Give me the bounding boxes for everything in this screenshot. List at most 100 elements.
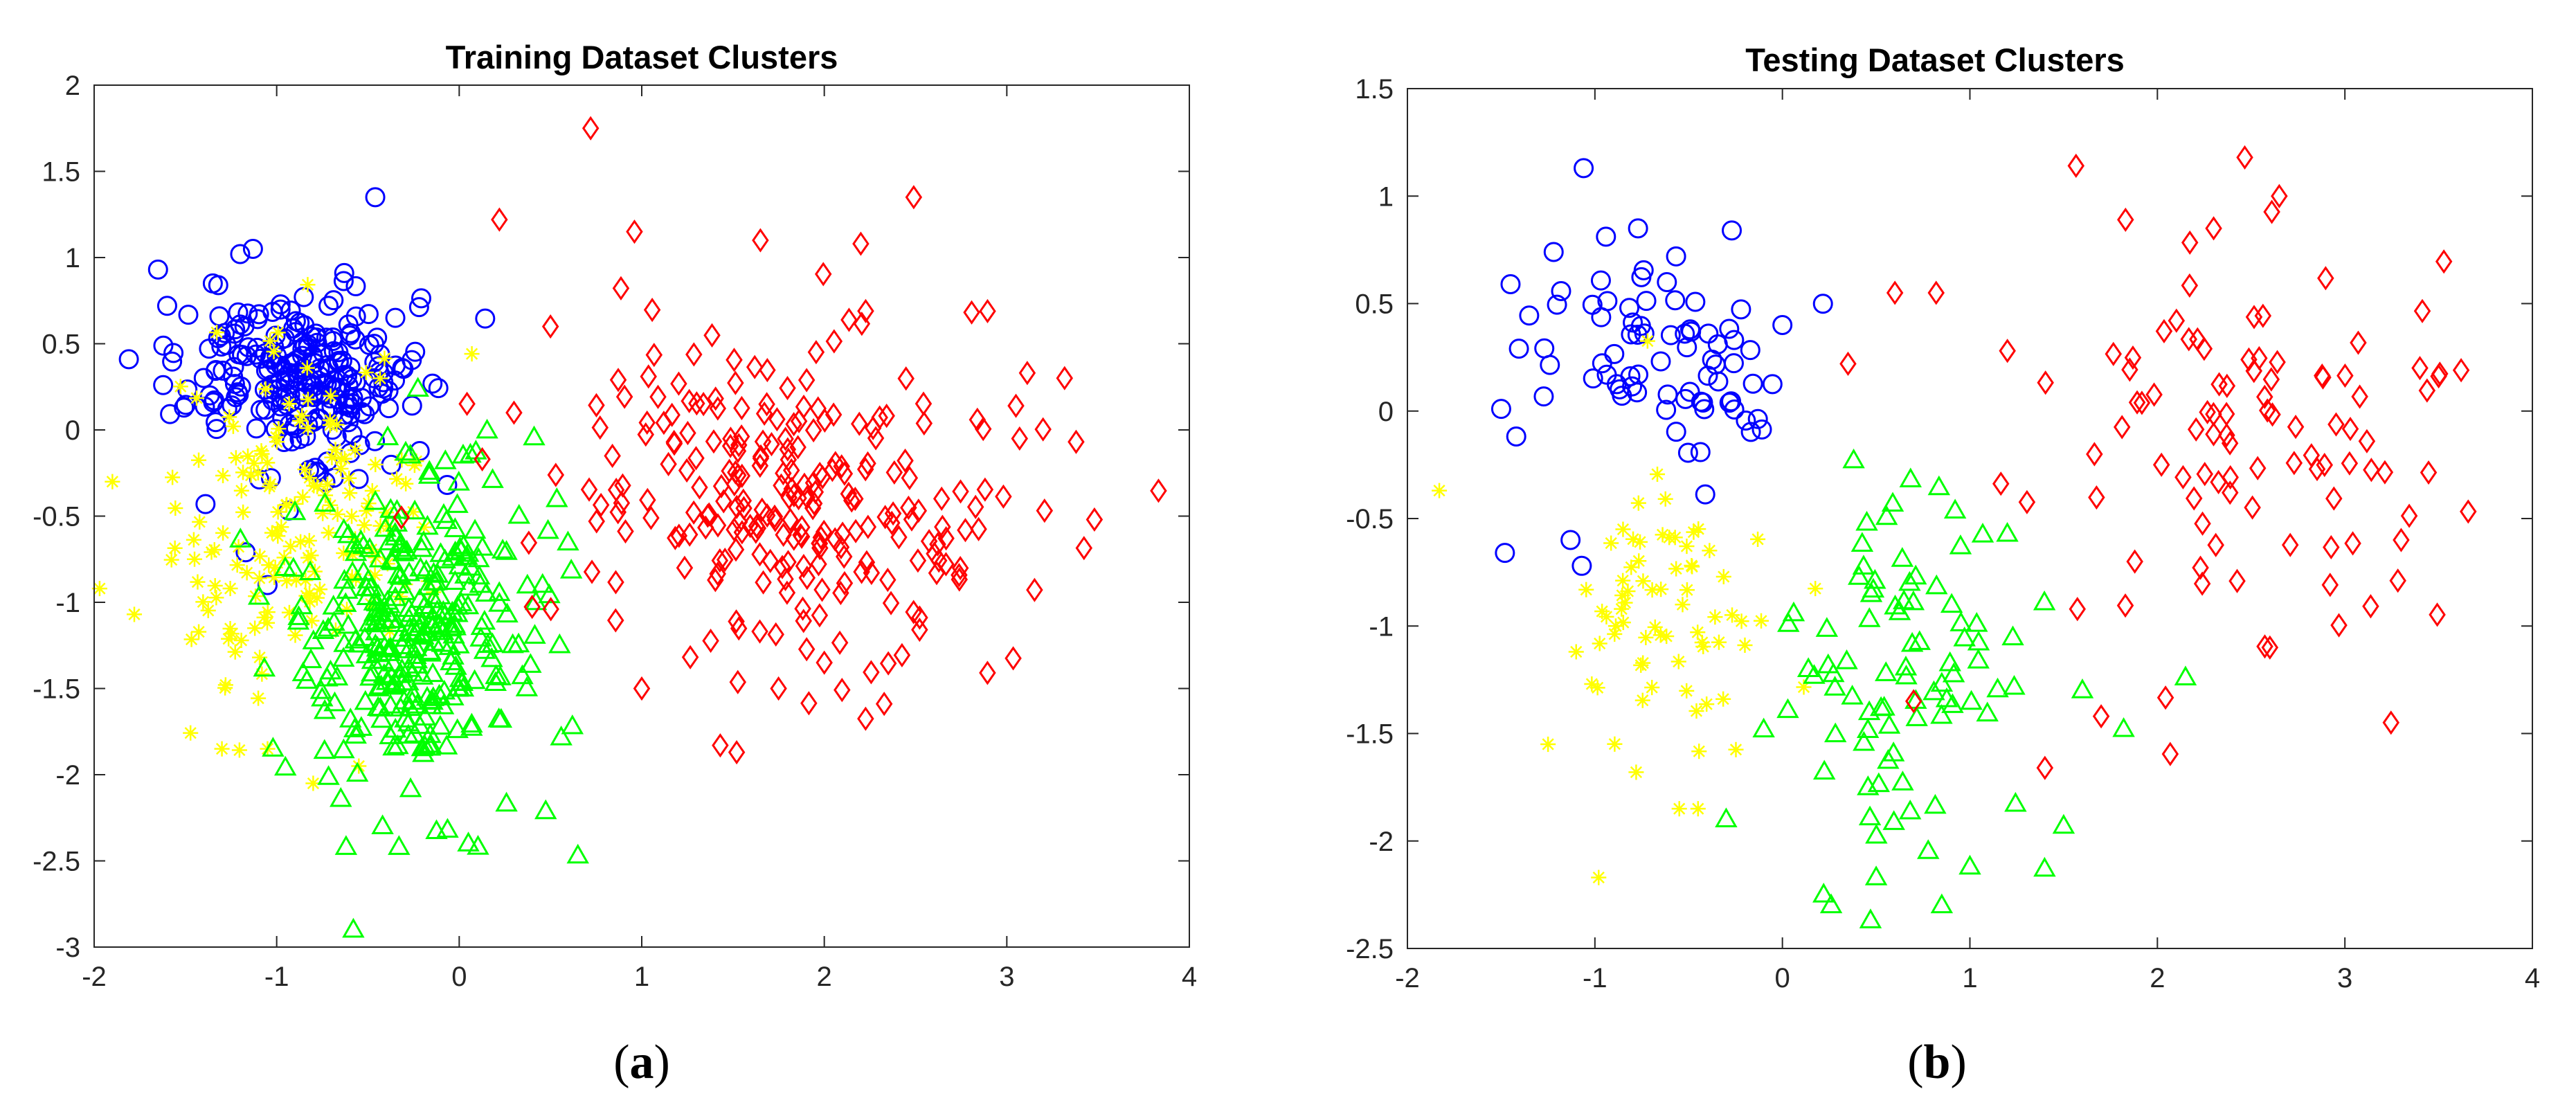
data-point	[2036, 755, 2054, 780]
data-point	[258, 381, 273, 397]
data-point	[2001, 625, 2024, 646]
data-point	[229, 528, 252, 548]
data-point	[1623, 559, 1639, 575]
data-point	[496, 602, 519, 623]
data-point	[707, 568, 724, 593]
data-point	[447, 471, 470, 491]
data-point	[815, 262, 832, 287]
data-point	[1736, 411, 1756, 431]
data-point	[752, 446, 770, 471]
data-point	[1612, 386, 1632, 406]
series-a-3	[229, 377, 589, 938]
data-point	[649, 384, 667, 409]
data-point	[372, 370, 388, 386]
data-point	[366, 591, 389, 612]
data-point	[332, 518, 355, 539]
data-point	[2052, 813, 2075, 834]
data-point	[1858, 607, 1881, 627]
data-point	[246, 456, 262, 471]
data-point	[809, 396, 827, 421]
data-point	[827, 451, 845, 476]
data-point	[301, 532, 317, 549]
data-point	[952, 479, 969, 504]
data-point	[853, 559, 870, 584]
data-point	[475, 308, 496, 329]
data-point	[773, 555, 791, 579]
data-point	[1898, 570, 1921, 591]
data-point	[433, 679, 456, 700]
x-tick-label: 1	[1962, 963, 1977, 993]
data-point	[269, 523, 285, 539]
data-point	[2411, 356, 2429, 381]
data-point	[2430, 363, 2447, 389]
data-point	[2321, 573, 2339, 597]
data-point	[382, 735, 405, 756]
data-point	[354, 690, 377, 710]
data-point	[883, 510, 901, 535]
data-point	[812, 525, 830, 550]
data-point	[2114, 415, 2131, 440]
y-tick-label: -2	[1369, 827, 1394, 857]
data-point	[2393, 528, 2410, 552]
data-point	[422, 588, 445, 609]
data-point	[1711, 634, 1727, 650]
data-point	[1614, 587, 1630, 604]
panel-letter-a: a	[630, 1036, 654, 1089]
data-point	[381, 550, 404, 570]
data-point	[2263, 199, 2280, 224]
data-point	[2156, 685, 2174, 710]
data-point	[200, 602, 216, 618]
x-tick-label: 2	[817, 962, 832, 992]
data-point	[1620, 583, 1636, 600]
data-point	[1690, 624, 1706, 640]
data-point	[2168, 308, 2186, 333]
data-point	[473, 639, 496, 659]
data-point	[2358, 429, 2376, 453]
data-point	[318, 296, 339, 316]
data-point	[2460, 499, 2477, 524]
data-point	[422, 561, 445, 582]
data-point	[1942, 662, 1965, 683]
data-point	[798, 368, 816, 393]
data-point	[1590, 270, 1611, 291]
data-point	[580, 477, 598, 502]
data-point	[1949, 534, 1972, 555]
data-point	[168, 500, 183, 516]
data-point	[2362, 594, 2379, 619]
data-point	[712, 474, 730, 498]
y-tick-label: 0	[65, 415, 80, 446]
x-tick-label: -1	[1583, 963, 1607, 993]
data-point	[2181, 273, 2199, 298]
data-point	[341, 470, 357, 486]
data-point	[178, 305, 199, 325]
data-point	[1924, 793, 1947, 814]
data-point	[2351, 384, 2368, 409]
data-point	[248, 588, 264, 604]
data-point	[463, 669, 486, 690]
data-point	[1677, 442, 1698, 463]
data-point	[367, 676, 390, 696]
data-point	[404, 636, 428, 656]
data-point	[2126, 549, 2143, 574]
data-point	[406, 654, 429, 674]
data-point	[1958, 854, 1981, 875]
data-point	[1719, 393, 1740, 413]
data-point	[336, 365, 357, 386]
data-point	[298, 573, 314, 588]
data-point	[156, 296, 177, 316]
data-point	[394, 440, 417, 461]
data-point	[1630, 316, 1651, 336]
data-point	[1005, 646, 1022, 671]
data-point	[358, 304, 379, 325]
data-point	[1841, 685, 1864, 705]
data-point	[222, 620, 238, 637]
data-point	[253, 656, 276, 677]
data-point	[1679, 582, 1695, 598]
data-point	[1715, 807, 1738, 827]
data-point	[766, 507, 784, 532]
data-point	[813, 577, 831, 602]
data-point	[353, 626, 377, 647]
data-point	[727, 537, 745, 562]
data-point	[309, 679, 333, 699]
data-point	[843, 488, 861, 513]
